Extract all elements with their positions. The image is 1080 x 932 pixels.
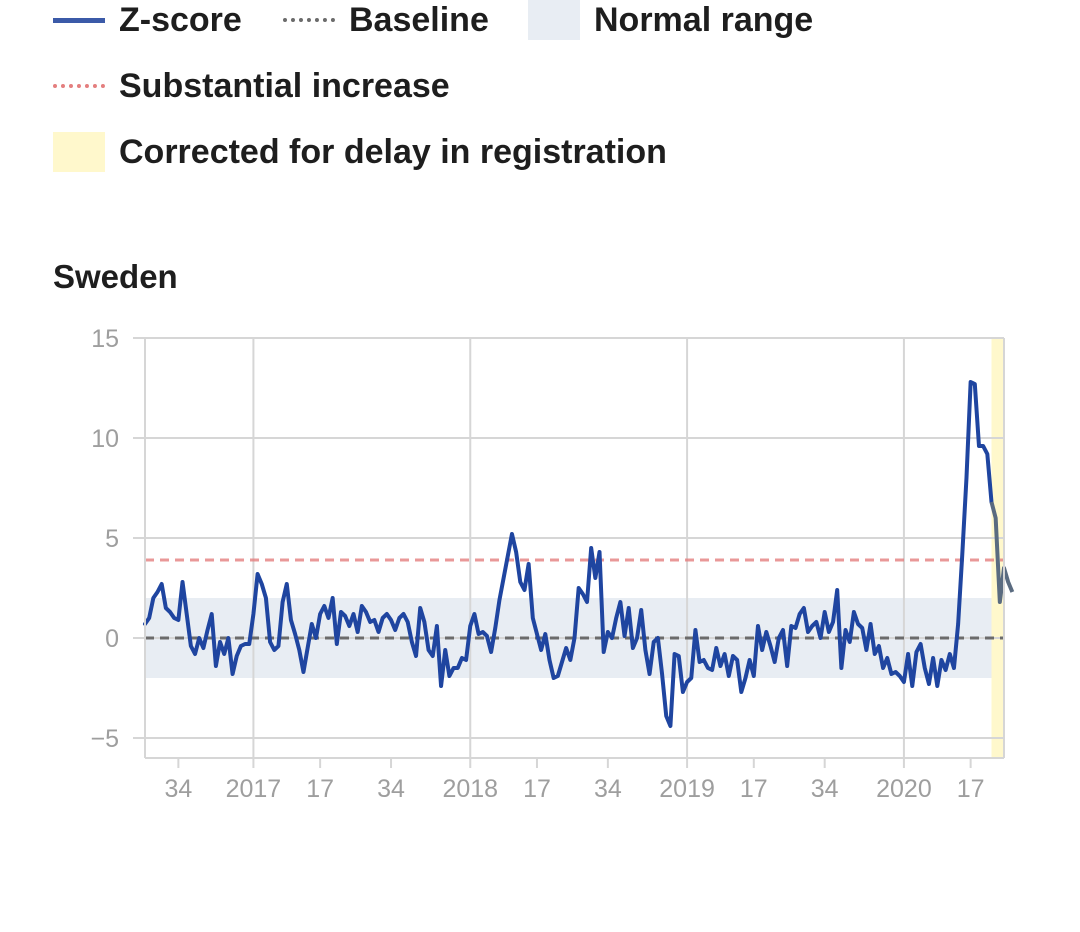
corrected-swatch bbox=[53, 132, 105, 172]
chart-title: Sweden bbox=[53, 258, 178, 295]
y-tick-label: 0 bbox=[105, 625, 119, 653]
legend-item-substantial-increase: Substantial increase bbox=[53, 66, 450, 106]
x-tick-label: 17 bbox=[306, 775, 334, 800]
legend-item-baseline: Baseline bbox=[283, 0, 489, 40]
x-tick-label: 34 bbox=[164, 775, 192, 800]
gridlines bbox=[145, 337, 1004, 758]
x-tick-label: 34 bbox=[594, 775, 622, 800]
reference-lines bbox=[145, 558, 1004, 640]
legend-label-corrected: Corrected for delay in registration bbox=[119, 132, 667, 171]
series-layer bbox=[143, 380, 1015, 728]
legend: Z-score Baseline Normal range Substantia… bbox=[0, 0, 1080, 200]
zscore-corrected-line bbox=[989, 501, 1015, 604]
legend-label-baseline: Baseline bbox=[349, 0, 489, 39]
baseline-dotted-swatch bbox=[283, 18, 335, 22]
legend-label-normal-range: Normal range bbox=[594, 0, 814, 39]
x-tick-label: 34 bbox=[811, 775, 839, 800]
y-tick-label: 15 bbox=[91, 325, 119, 353]
y-tick-label: 5 bbox=[105, 525, 119, 553]
legend-item-corrected: Corrected for delay in registration bbox=[53, 132, 667, 172]
zscore-chart: 15 10 5 0 −5 34 2017 17 34 2018 17 34 2019 17 34 2020 17 bbox=[90, 325, 1015, 800]
x-tick-label: 2017 bbox=[226, 775, 282, 800]
y-tick-label: −5 bbox=[90, 725, 119, 753]
x-tick-label: 17 bbox=[957, 775, 985, 800]
legend-label-zscore: Z-score bbox=[119, 0, 242, 39]
zscore-line-swatch bbox=[53, 17, 105, 23]
x-tick-label: 17 bbox=[523, 775, 551, 800]
normal-range-swatch bbox=[528, 0, 580, 40]
x-tick-label: 2018 bbox=[442, 775, 498, 800]
legend-label-substantial-increase: Substantial increase bbox=[119, 66, 450, 105]
x-tick-label: 2019 bbox=[659, 775, 715, 800]
chart-background-layer bbox=[145, 338, 1004, 758]
zscore-series-line bbox=[143, 380, 994, 728]
x-tick-label: 17 bbox=[740, 775, 768, 800]
y-tick-label: 10 bbox=[91, 425, 119, 453]
x-tick-label: 34 bbox=[377, 775, 405, 800]
axes: 15 10 5 0 −5 34 2017 17 34 2018 17 34 2019 17 34 2020 17 bbox=[90, 325, 1005, 800]
legend-item-normal-range: Normal range bbox=[528, 0, 813, 40]
x-tick-label: 2020 bbox=[876, 775, 932, 800]
legend-item-zscore: Z-score bbox=[53, 0, 242, 40]
substantial-dotted-swatch bbox=[53, 84, 105, 88]
